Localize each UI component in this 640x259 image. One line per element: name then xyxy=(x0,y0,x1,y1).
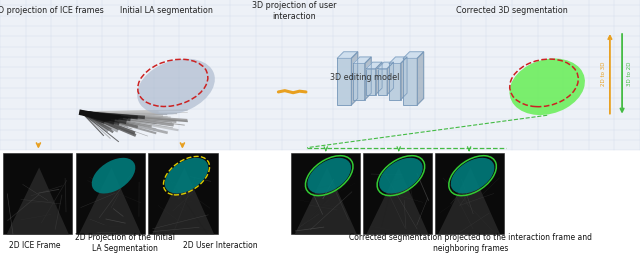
Ellipse shape xyxy=(164,158,208,193)
FancyBboxPatch shape xyxy=(0,0,640,150)
Text: 2D to 3D: 2D to 3D xyxy=(601,62,606,86)
Text: 3D to 2D: 3D to 2D xyxy=(627,62,632,86)
Ellipse shape xyxy=(307,158,351,193)
FancyBboxPatch shape xyxy=(403,58,417,105)
Polygon shape xyxy=(79,168,141,234)
Ellipse shape xyxy=(137,59,215,115)
Text: 2D ICE Frame: 2D ICE Frame xyxy=(10,241,61,250)
Polygon shape xyxy=(152,168,214,234)
Ellipse shape xyxy=(379,158,422,193)
FancyBboxPatch shape xyxy=(366,69,376,95)
Text: Initial LA segmentation: Initial LA segmentation xyxy=(120,6,213,16)
Polygon shape xyxy=(438,168,500,234)
FancyBboxPatch shape xyxy=(389,63,401,100)
Ellipse shape xyxy=(92,158,135,193)
Polygon shape xyxy=(294,168,357,234)
FancyBboxPatch shape xyxy=(76,153,145,234)
Polygon shape xyxy=(376,62,382,95)
Polygon shape xyxy=(401,57,407,100)
Ellipse shape xyxy=(451,158,494,193)
Text: Corrected segmentation projected to the interaction frame and
neighboring frames: Corrected segmentation projected to the … xyxy=(349,233,592,253)
FancyBboxPatch shape xyxy=(353,63,365,100)
Polygon shape xyxy=(387,62,394,95)
Polygon shape xyxy=(353,57,371,63)
Text: 3D projection of ICE frames: 3D projection of ICE frames xyxy=(0,6,104,16)
Text: Corrected 3D segmentation: Corrected 3D segmentation xyxy=(456,6,568,16)
Polygon shape xyxy=(403,52,424,58)
Polygon shape xyxy=(366,168,429,234)
FancyBboxPatch shape xyxy=(363,153,432,234)
Polygon shape xyxy=(417,52,424,105)
Ellipse shape xyxy=(509,59,585,115)
Polygon shape xyxy=(337,52,358,58)
FancyBboxPatch shape xyxy=(435,153,504,234)
FancyBboxPatch shape xyxy=(3,153,72,234)
Text: 3D editing model: 3D editing model xyxy=(330,73,399,82)
FancyBboxPatch shape xyxy=(291,153,360,234)
FancyBboxPatch shape xyxy=(378,69,387,95)
FancyBboxPatch shape xyxy=(337,58,351,105)
Text: 3D projection of user
interaction: 3D projection of user interaction xyxy=(252,1,337,21)
Polygon shape xyxy=(366,62,382,69)
Text: 2D Projection of the Initial
LA Segmentation: 2D Projection of the Initial LA Segmenta… xyxy=(75,233,175,253)
Polygon shape xyxy=(389,57,407,63)
Polygon shape xyxy=(365,57,371,100)
FancyBboxPatch shape xyxy=(148,153,218,234)
Text: 2D User Interaction: 2D User Interaction xyxy=(184,241,258,250)
Polygon shape xyxy=(351,52,358,105)
Polygon shape xyxy=(6,168,69,234)
Polygon shape xyxy=(378,62,394,69)
